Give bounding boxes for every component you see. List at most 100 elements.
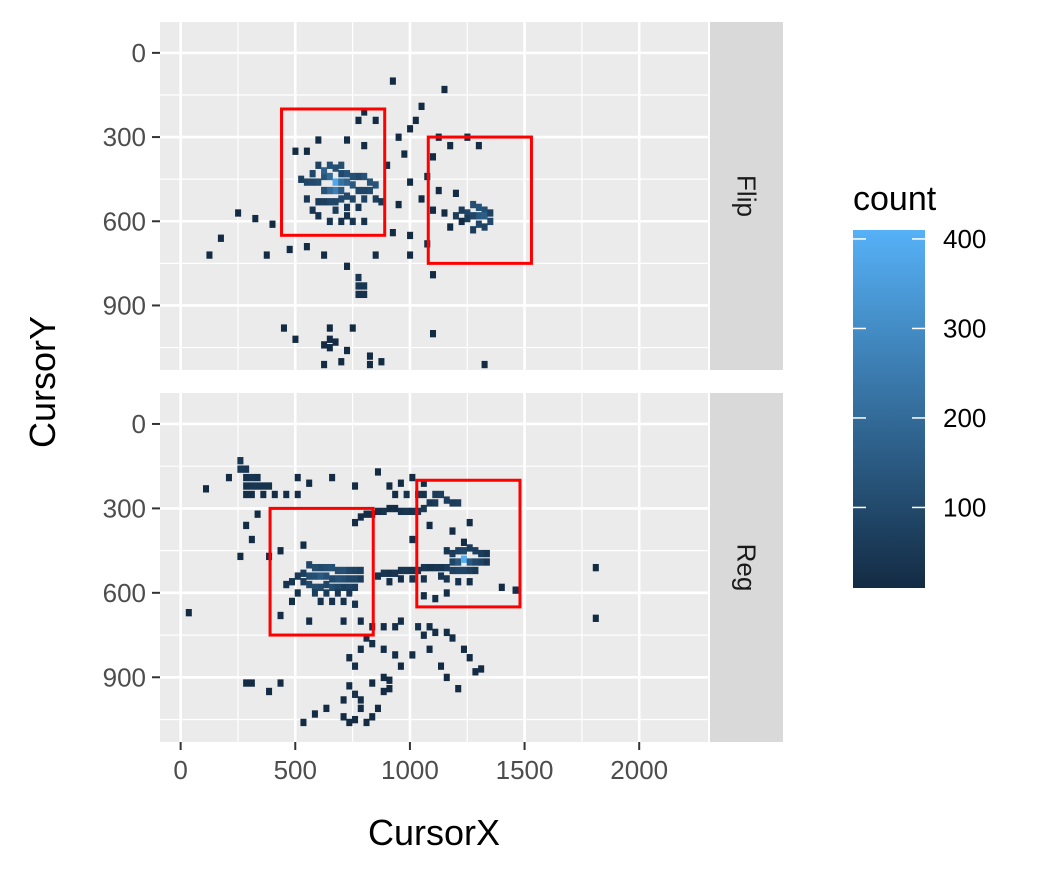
- heatmap-cell: [355, 116, 362, 125]
- heatmap-cell: [407, 251, 414, 259]
- heatmap-cell: [332, 206, 339, 214]
- heatmap-cell: [475, 141, 482, 150]
- heatmap-cell: [315, 161, 322, 169]
- heatmap-cell: [277, 679, 284, 687]
- heatmap-cell: [349, 324, 356, 332]
- heatmap-cell: [481, 360, 488, 369]
- heatmap-cell: [432, 490, 439, 499]
- heatmap-cell: [294, 490, 301, 499]
- heatmap-cell: [338, 186, 345, 195]
- heatmap-cell: [344, 178, 351, 186]
- heatmap-cell: [466, 544, 473, 552]
- heatmap-cell: [380, 569, 387, 577]
- heatmap-cell: [323, 589, 330, 597]
- panel-background: [160, 22, 708, 370]
- heatmap-cell: [321, 360, 328, 369]
- heatmap-cell: [254, 482, 261, 490]
- heatmap-cell: [248, 535, 255, 544]
- heatmap-cell: [357, 696, 364, 704]
- heatmap-cell: [455, 499, 462, 507]
- heatmap-cell: [361, 195, 368, 203]
- heatmap-cell: [449, 634, 456, 642]
- heatmap-cell: [443, 575, 450, 583]
- heatmap-cell: [372, 251, 379, 259]
- heatmap-cell: [426, 563, 433, 572]
- heatmap-cell: [366, 360, 373, 369]
- heatmap-cell: [323, 572, 330, 580]
- heatmap-cell: [332, 164, 339, 172]
- heatmap-cell: [323, 704, 330, 713]
- heatmap-cell: [374, 704, 381, 713]
- heatmap-cell: [300, 718, 307, 727]
- heatmap-cell: [338, 217, 345, 226]
- heatmap-cell: [426, 645, 433, 653]
- heatmap-cell: [361, 172, 368, 181]
- heatmap-cell: [464, 209, 471, 217]
- heatmap-cell: [344, 203, 351, 212]
- y-tick-label: 0: [132, 38, 146, 68]
- color-legend: count 100 200 300 400: [853, 180, 986, 588]
- heatmap-cell: [452, 189, 459, 198]
- heatmap-cell: [349, 172, 356, 181]
- heatmap-cell: [363, 510, 370, 518]
- heatmap-cell: [334, 575, 341, 583]
- heatmap-cell: [344, 346, 351, 355]
- heatmap-cell: [386, 504, 393, 513]
- highlight-box: [280, 107, 387, 237]
- heatmap-cell: [395, 133, 402, 141]
- heatmap-cell: [309, 178, 316, 186]
- heatmap-cell: [266, 687, 273, 696]
- heatmap-cell: [269, 220, 276, 228]
- heatmap-cell: [346, 718, 353, 727]
- heatmap-cell: [487, 209, 494, 217]
- heatmap-cell: [409, 507, 416, 516]
- heatmap-cell: [372, 195, 379, 203]
- heatmap-cell: [386, 569, 393, 577]
- heatmap-cell: [443, 496, 450, 504]
- heatmap-cell: [420, 563, 427, 572]
- heatmap-cell: [426, 521, 433, 530]
- heatmap-cell: [418, 195, 425, 203]
- heatmap-cell: [352, 690, 359, 698]
- heatmap-cell: [386, 482, 393, 490]
- heatmap-cell: [429, 330, 437, 338]
- heatmap-cell: [374, 507, 381, 516]
- heatmap-cell: [338, 358, 345, 366]
- heatmap-cell: [372, 116, 379, 125]
- highlight-box: [415, 478, 522, 609]
- heatmap-cell: [498, 583, 505, 592]
- heatmap-cell: [254, 473, 261, 482]
- y-tick-label: 600: [103, 206, 146, 236]
- heatmap-cell: [475, 203, 482, 212]
- heatmap-cell: [329, 473, 336, 482]
- heatmap-cell: [409, 473, 416, 482]
- heatmap-cell: [292, 147, 299, 155]
- heatmap-cell: [460, 555, 467, 563]
- heatmap-cell: [443, 589, 450, 597]
- heatmap-cell: [329, 575, 336, 583]
- heatmap-cell: [389, 228, 396, 237]
- heatmap-cell: [355, 172, 362, 181]
- heatmap-cell: [326, 344, 333, 352]
- heatmap-cell: [321, 198, 328, 206]
- legend-colorbar: [853, 230, 925, 588]
- heatmap-cell: [429, 153, 437, 161]
- heatmap-cell: [426, 499, 433, 507]
- heatmap-cell: [332, 198, 339, 206]
- heatmap-cell: [392, 651, 399, 659]
- heatmap-cell: [443, 673, 450, 682]
- x-axis: 0 500 1000 1500 2000: [173, 742, 668, 785]
- heatmap-cell: [460, 645, 467, 653]
- heatmap-cell: [397, 617, 404, 625]
- heatmap-cell: [420, 631, 427, 639]
- heatmap-cell: [340, 696, 347, 704]
- heatmap-cell: [277, 611, 284, 620]
- heatmap-cell: [447, 223, 454, 231]
- heatmap-cell: [478, 665, 485, 673]
- heatmap-cell: [344, 262, 351, 270]
- heatmap-cell: [380, 687, 387, 696]
- y-tick-label: 300: [103, 493, 146, 523]
- heatmap-cell: [306, 580, 313, 589]
- legend-tick-label: 200: [943, 403, 986, 433]
